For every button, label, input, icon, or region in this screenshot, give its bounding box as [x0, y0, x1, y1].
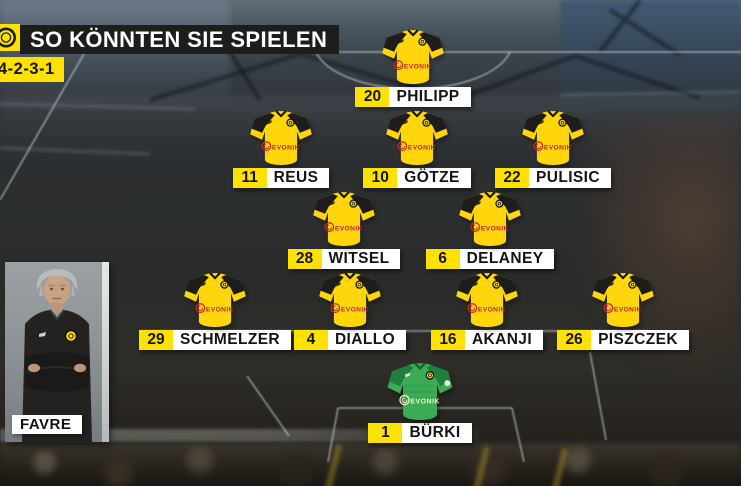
- player-name: DIALLO: [327, 330, 407, 350]
- bvb-logo-icon: [0, 27, 16, 48]
- player-label: 22 PULISIC: [495, 168, 611, 188]
- player-name: GÖTZE: [397, 168, 471, 188]
- player-schmelzer: 29 SCHMELZER: [138, 271, 292, 350]
- player-name: BÜRKI: [402, 423, 472, 443]
- crowd-band: [0, 443, 741, 486]
- player-name: PISZCZEK: [591, 330, 689, 350]
- jersey-icon: [382, 109, 452, 165]
- player-piszczek: 26 PISZCZEK: [553, 271, 693, 350]
- player-number: 26: [557, 330, 592, 350]
- player-akanji: 16 AKANJI: [417, 271, 557, 350]
- player-number: 16: [430, 330, 465, 350]
- player-label: 10 GÖTZE: [363, 168, 471, 188]
- player-diallo: 4 DIALLO: [280, 271, 420, 350]
- player-goetze: 10 GÖTZE: [347, 109, 487, 188]
- jersey-icon: [452, 271, 522, 327]
- stand-right: [575, 120, 741, 370]
- player-name: PHILIPP: [389, 87, 471, 107]
- player-label: 1 BÜRKI: [368, 423, 472, 443]
- player-number: 11: [232, 168, 267, 188]
- player-name: SCHMELZER: [172, 330, 292, 350]
- goalkeeper-jersey-icon: [383, 361, 457, 420]
- player-name: WITSEL: [321, 249, 401, 269]
- player-label: 20 PHILIPP: [355, 87, 471, 107]
- player-name: AKANJI: [464, 330, 544, 350]
- coach-portrait: [22, 269, 92, 442]
- adboard-strip: [0, 429, 478, 442]
- jersey-icon: [315, 271, 385, 327]
- jersey-icon: [588, 271, 658, 327]
- player-philipp: 20 PHILIPP: [343, 28, 483, 107]
- player-number: 4: [293, 330, 328, 350]
- player-number: 1: [368, 423, 403, 443]
- bvb-badge-box: [0, 24, 20, 51]
- player-label: 4 DIALLO: [293, 330, 407, 350]
- player-label: 16 AKANJI: [430, 330, 544, 350]
- player-label: 28 WITSEL: [287, 249, 401, 269]
- player-reus: 11 REUS: [211, 109, 351, 188]
- player-number: 29: [138, 330, 173, 350]
- player-label: 26 PISZCZEK: [557, 330, 689, 350]
- sky-left: [0, 0, 230, 110]
- jersey-icon: [455, 190, 525, 246]
- player-number: 28: [287, 249, 322, 269]
- headline: SO KÖNNTEN SIE SPIELEN: [20, 25, 340, 54]
- formation-label: 4-2-3-1: [0, 57, 64, 82]
- player-delaney: 6 DELANEY: [420, 190, 560, 269]
- coach-photo: FAVRE: [5, 262, 109, 442]
- player-pulisic: 22 PULISIC: [483, 109, 623, 188]
- coach-name: FAVRE: [12, 415, 83, 434]
- jersey-icon: [309, 190, 379, 246]
- player-number: 6: [425, 249, 460, 269]
- jersey-icon: [246, 109, 316, 165]
- player-name: PULISIC: [529, 168, 611, 188]
- jersey-icon: [518, 109, 588, 165]
- player-label: 6 DELANEY: [425, 249, 555, 269]
- player-number: 22: [495, 168, 530, 188]
- player-number: 20: [355, 87, 390, 107]
- jersey-icon: [180, 271, 250, 327]
- jersey-icon: [378, 28, 448, 84]
- player-label: 29 SCHMELZER: [138, 330, 292, 350]
- player-number: 10: [363, 168, 398, 188]
- player-name: DELANEY: [459, 249, 555, 269]
- player-witsel: 28 WITSEL: [274, 190, 414, 269]
- photo-edge: [102, 262, 109, 442]
- player-label: 11 REUS: [232, 168, 330, 188]
- player-buerki: 1 BÜRKI: [350, 361, 490, 443]
- player-name: REUS: [266, 168, 330, 188]
